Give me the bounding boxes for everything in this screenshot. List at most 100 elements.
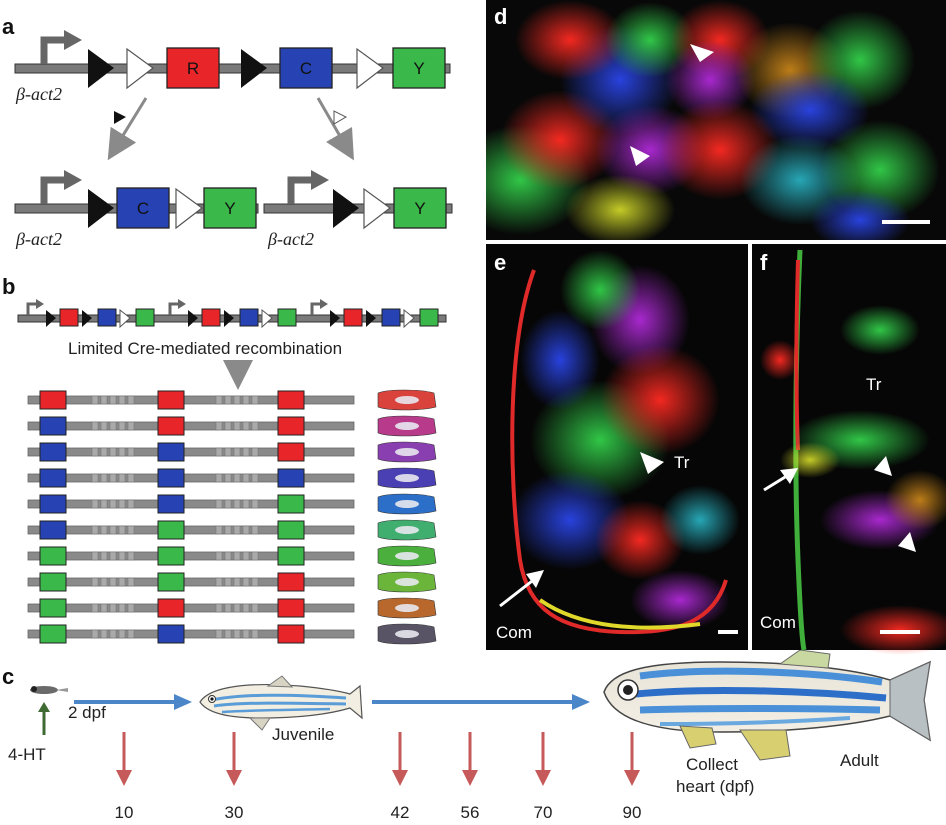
outcome-row — [27, 624, 355, 644]
adult-label: Adult — [840, 751, 879, 770]
construct-recombined-2: Y — [263, 170, 453, 230]
tr-label-f: Tr — [866, 375, 882, 394]
svg-text:Y: Y — [224, 199, 235, 218]
collection-timepoints: 10 30 42 56 70 90 — [115, 732, 641, 822]
promoter-icon — [26, 302, 38, 315]
timepoint-label: 30 — [225, 803, 244, 822]
cassette-box — [39, 442, 67, 462]
cassette-box — [277, 416, 305, 436]
cassette-box — [39, 546, 67, 566]
cassette-box — [157, 572, 185, 592]
cassette-box — [39, 598, 67, 618]
cassette-box — [157, 598, 185, 618]
panel-label-b: b — [2, 274, 15, 299]
lox-white-icon — [126, 47, 155, 90]
cassette-c — [279, 47, 333, 89]
cell-swatch — [377, 441, 437, 463]
embryo-icon — [30, 686, 68, 694]
cassette-box — [277, 598, 305, 618]
com-label-f: Com — [760, 613, 796, 632]
timepoint-arrow — [116, 732, 132, 786]
panel-label-f: f — [760, 250, 768, 275]
cassette-box — [39, 468, 67, 488]
micrograph-e: e Tr Com — [486, 244, 748, 650]
micrograph-d: d — [486, 0, 946, 240]
cell-swatch — [377, 545, 437, 567]
cassette-box — [277, 572, 305, 592]
timepoint-label: 10 — [115, 803, 134, 822]
multicopy-array — [17, 299, 447, 329]
loxp-black-icon — [88, 49, 114, 88]
cassette-box — [277, 442, 305, 462]
timepoint-label: 42 — [391, 803, 410, 822]
cassette-box — [157, 624, 185, 644]
svg-text:C: C — [300, 59, 312, 78]
timepoint-arrow — [226, 732, 242, 786]
start-label: 2 dpf — [68, 703, 106, 722]
cassette-box — [157, 390, 185, 410]
cassette-box — [277, 468, 305, 488]
cassette-box — [277, 494, 305, 514]
cassette-box — [39, 624, 67, 644]
treatment-label: 4-HT — [8, 745, 46, 764]
timepoint-label: 70 — [534, 803, 553, 822]
outcome-row — [27, 468, 355, 488]
cassette-box — [39, 416, 67, 436]
cell-swatch — [377, 571, 437, 593]
outcome-row — [27, 494, 355, 514]
cassette-box — [157, 468, 185, 488]
cell-color-swatches — [377, 389, 437, 645]
com-label-e: Com — [496, 623, 532, 642]
svg-text:R: R — [187, 59, 199, 78]
outcome-row — [27, 520, 355, 540]
cassette-box — [39, 494, 67, 514]
svg-text:β-act2: β-act2 — [15, 229, 62, 249]
cassette-box — [39, 390, 67, 410]
panel-label-a: a — [2, 14, 15, 39]
svg-text:Y: Y — [413, 59, 424, 78]
cassette-box — [277, 546, 305, 566]
cassette-box — [157, 546, 185, 566]
cell-swatch — [377, 415, 437, 437]
outcome-row — [27, 442, 355, 462]
promoter-label: β-act2 — [15, 84, 62, 104]
panel-label-c: c — [2, 664, 14, 689]
timepoint-arrow — [462, 732, 478, 786]
lox-white-icon — [356, 47, 385, 90]
cell-swatch — [377, 519, 437, 541]
recombination-outcomes — [27, 390, 355, 644]
cassette-box — [157, 520, 185, 540]
cassette-box — [157, 416, 185, 436]
outcome-row — [27, 546, 355, 566]
cassette-box — [157, 442, 185, 462]
outcome-row — [27, 416, 355, 436]
cell-swatch — [377, 389, 437, 411]
cell-swatch — [377, 597, 437, 619]
juvenile-fish-icon — [199, 675, 363, 731]
collect-label: Collect — [686, 755, 738, 774]
cassette-box — [157, 494, 185, 514]
timepoint-arrow — [624, 732, 640, 786]
tr-label-e: Tr — [674, 453, 690, 472]
outcome-row — [27, 390, 355, 410]
cassette-box — [277, 520, 305, 540]
cell-swatch — [377, 467, 437, 489]
svg-text:Y: Y — [414, 199, 425, 218]
cell-swatch — [377, 493, 437, 515]
svg-text:β-act2: β-act2 — [267, 229, 314, 249]
svg-text:C: C — [137, 199, 149, 218]
outcome-row — [27, 572, 355, 592]
juvenile-label: Juvenile — [272, 725, 334, 744]
recombination-caption: Limited Cre-mediated recombination — [68, 339, 342, 358]
cassette-box — [39, 520, 67, 540]
adult-fish-icon — [603, 649, 931, 761]
timepoint-arrow — [392, 732, 408, 786]
cassette-r — [166, 47, 220, 89]
timepoint-arrow — [535, 732, 551, 786]
collect-label-2: heart (dpf) — [676, 777, 754, 796]
promoter-icon — [168, 302, 180, 315]
outcome-row — [27, 598, 355, 618]
panel-label-e: e — [494, 250, 506, 275]
panel-label-d: d — [494, 4, 507, 29]
